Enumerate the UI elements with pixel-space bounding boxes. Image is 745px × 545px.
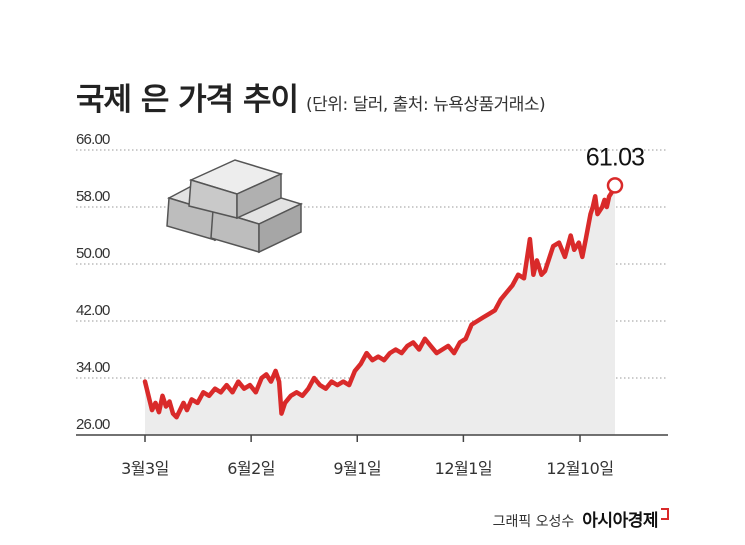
last-value-label: 61.03 xyxy=(586,143,645,171)
y-tick-labels: 66.00 58.00 50.00 42.00 34.00 26.00 xyxy=(76,131,111,433)
silver-bars-icon xyxy=(166,159,304,254)
x-axis xyxy=(76,434,668,442)
brand-mark-icon xyxy=(661,508,669,520)
x-tick-label: 12월1일 xyxy=(435,459,492,478)
x-tick-label: 6월2일 xyxy=(227,459,275,478)
x-tick-label: 9월1일 xyxy=(333,459,381,478)
series-line-silver-price xyxy=(142,183,618,420)
y-tick-label: 66.00 xyxy=(76,131,110,148)
silver-bar-top-side xyxy=(236,172,282,220)
area-fill-layer xyxy=(145,185,615,435)
y-tick-label: 26.00 xyxy=(76,416,110,433)
credit-brand: 아시아경제 xyxy=(582,511,658,531)
credit-line: 그래픽 오성수 아시아경제 xyxy=(493,506,669,531)
silver-bar-right-side xyxy=(258,202,302,254)
x-tick-label: 3월3일 xyxy=(121,459,169,478)
x-tick-label: 12월10일 xyxy=(546,459,613,478)
header: 국제 은 가격 추이 (단위: 달러, 출처: 뉴욕상품거래소) xyxy=(76,74,546,119)
y-tick-label: 58.00 xyxy=(76,188,110,205)
series-area-silver-price xyxy=(145,185,615,435)
last-value-marker xyxy=(606,177,624,194)
chart-title: 국제 은 가격 추이 xyxy=(76,82,299,118)
y-tick-label: 50.00 xyxy=(76,245,110,262)
credit-text: 그래픽 오성수 xyxy=(492,514,575,530)
y-tick-label: 42.00 xyxy=(76,302,110,319)
y-tick-label: 34.00 xyxy=(76,359,110,376)
chart-subtitle: (단위: 달러, 출처: 뉴욕상품거래소) xyxy=(306,95,546,115)
x-tick-labels: 3월3일 6월2일 9월1일 12월1일 12월10일 xyxy=(121,459,614,478)
